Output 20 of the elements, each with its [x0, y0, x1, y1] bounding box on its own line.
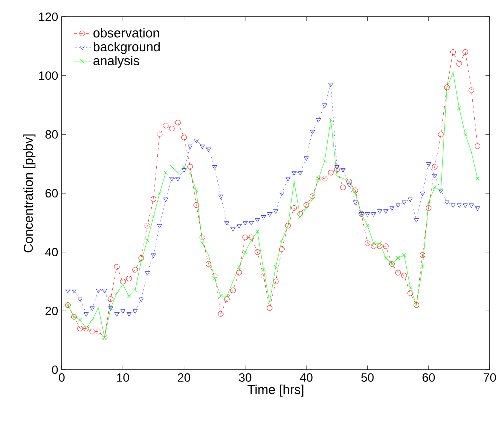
y-tick-label: 60 — [46, 189, 58, 198]
x-tick-label: 70 — [484, 374, 496, 382]
y-tick-label: 100 — [39, 72, 58, 80]
x-tick-label: 60 — [422, 374, 436, 382]
x-tick-label: 20 — [178, 374, 190, 382]
x-tick-label: 50 — [362, 374, 374, 382]
x-tick-label: 40 — [300, 374, 313, 382]
y-tick-label: 120 — [39, 12, 58, 22]
y-tick-label: 40 — [45, 248, 58, 257]
x-tick-label: 10 — [117, 374, 130, 382]
x-axis-title: Time [hrs] — [248, 384, 304, 397]
x-tick-label: 0 — [59, 374, 65, 382]
legend-label: background — [94, 42, 160, 54]
y-axis-title: Concentration [ppbv] — [24, 134, 36, 253]
y-tick-label: 0 — [52, 366, 58, 374]
y-tick-label: 80 — [46, 130, 58, 139]
y-tick-label: 20 — [46, 306, 58, 316]
legend-label: observation — [94, 28, 160, 38]
x-tick-label: 30 — [239, 374, 252, 382]
legend-label: analysis — [94, 56, 140, 68]
